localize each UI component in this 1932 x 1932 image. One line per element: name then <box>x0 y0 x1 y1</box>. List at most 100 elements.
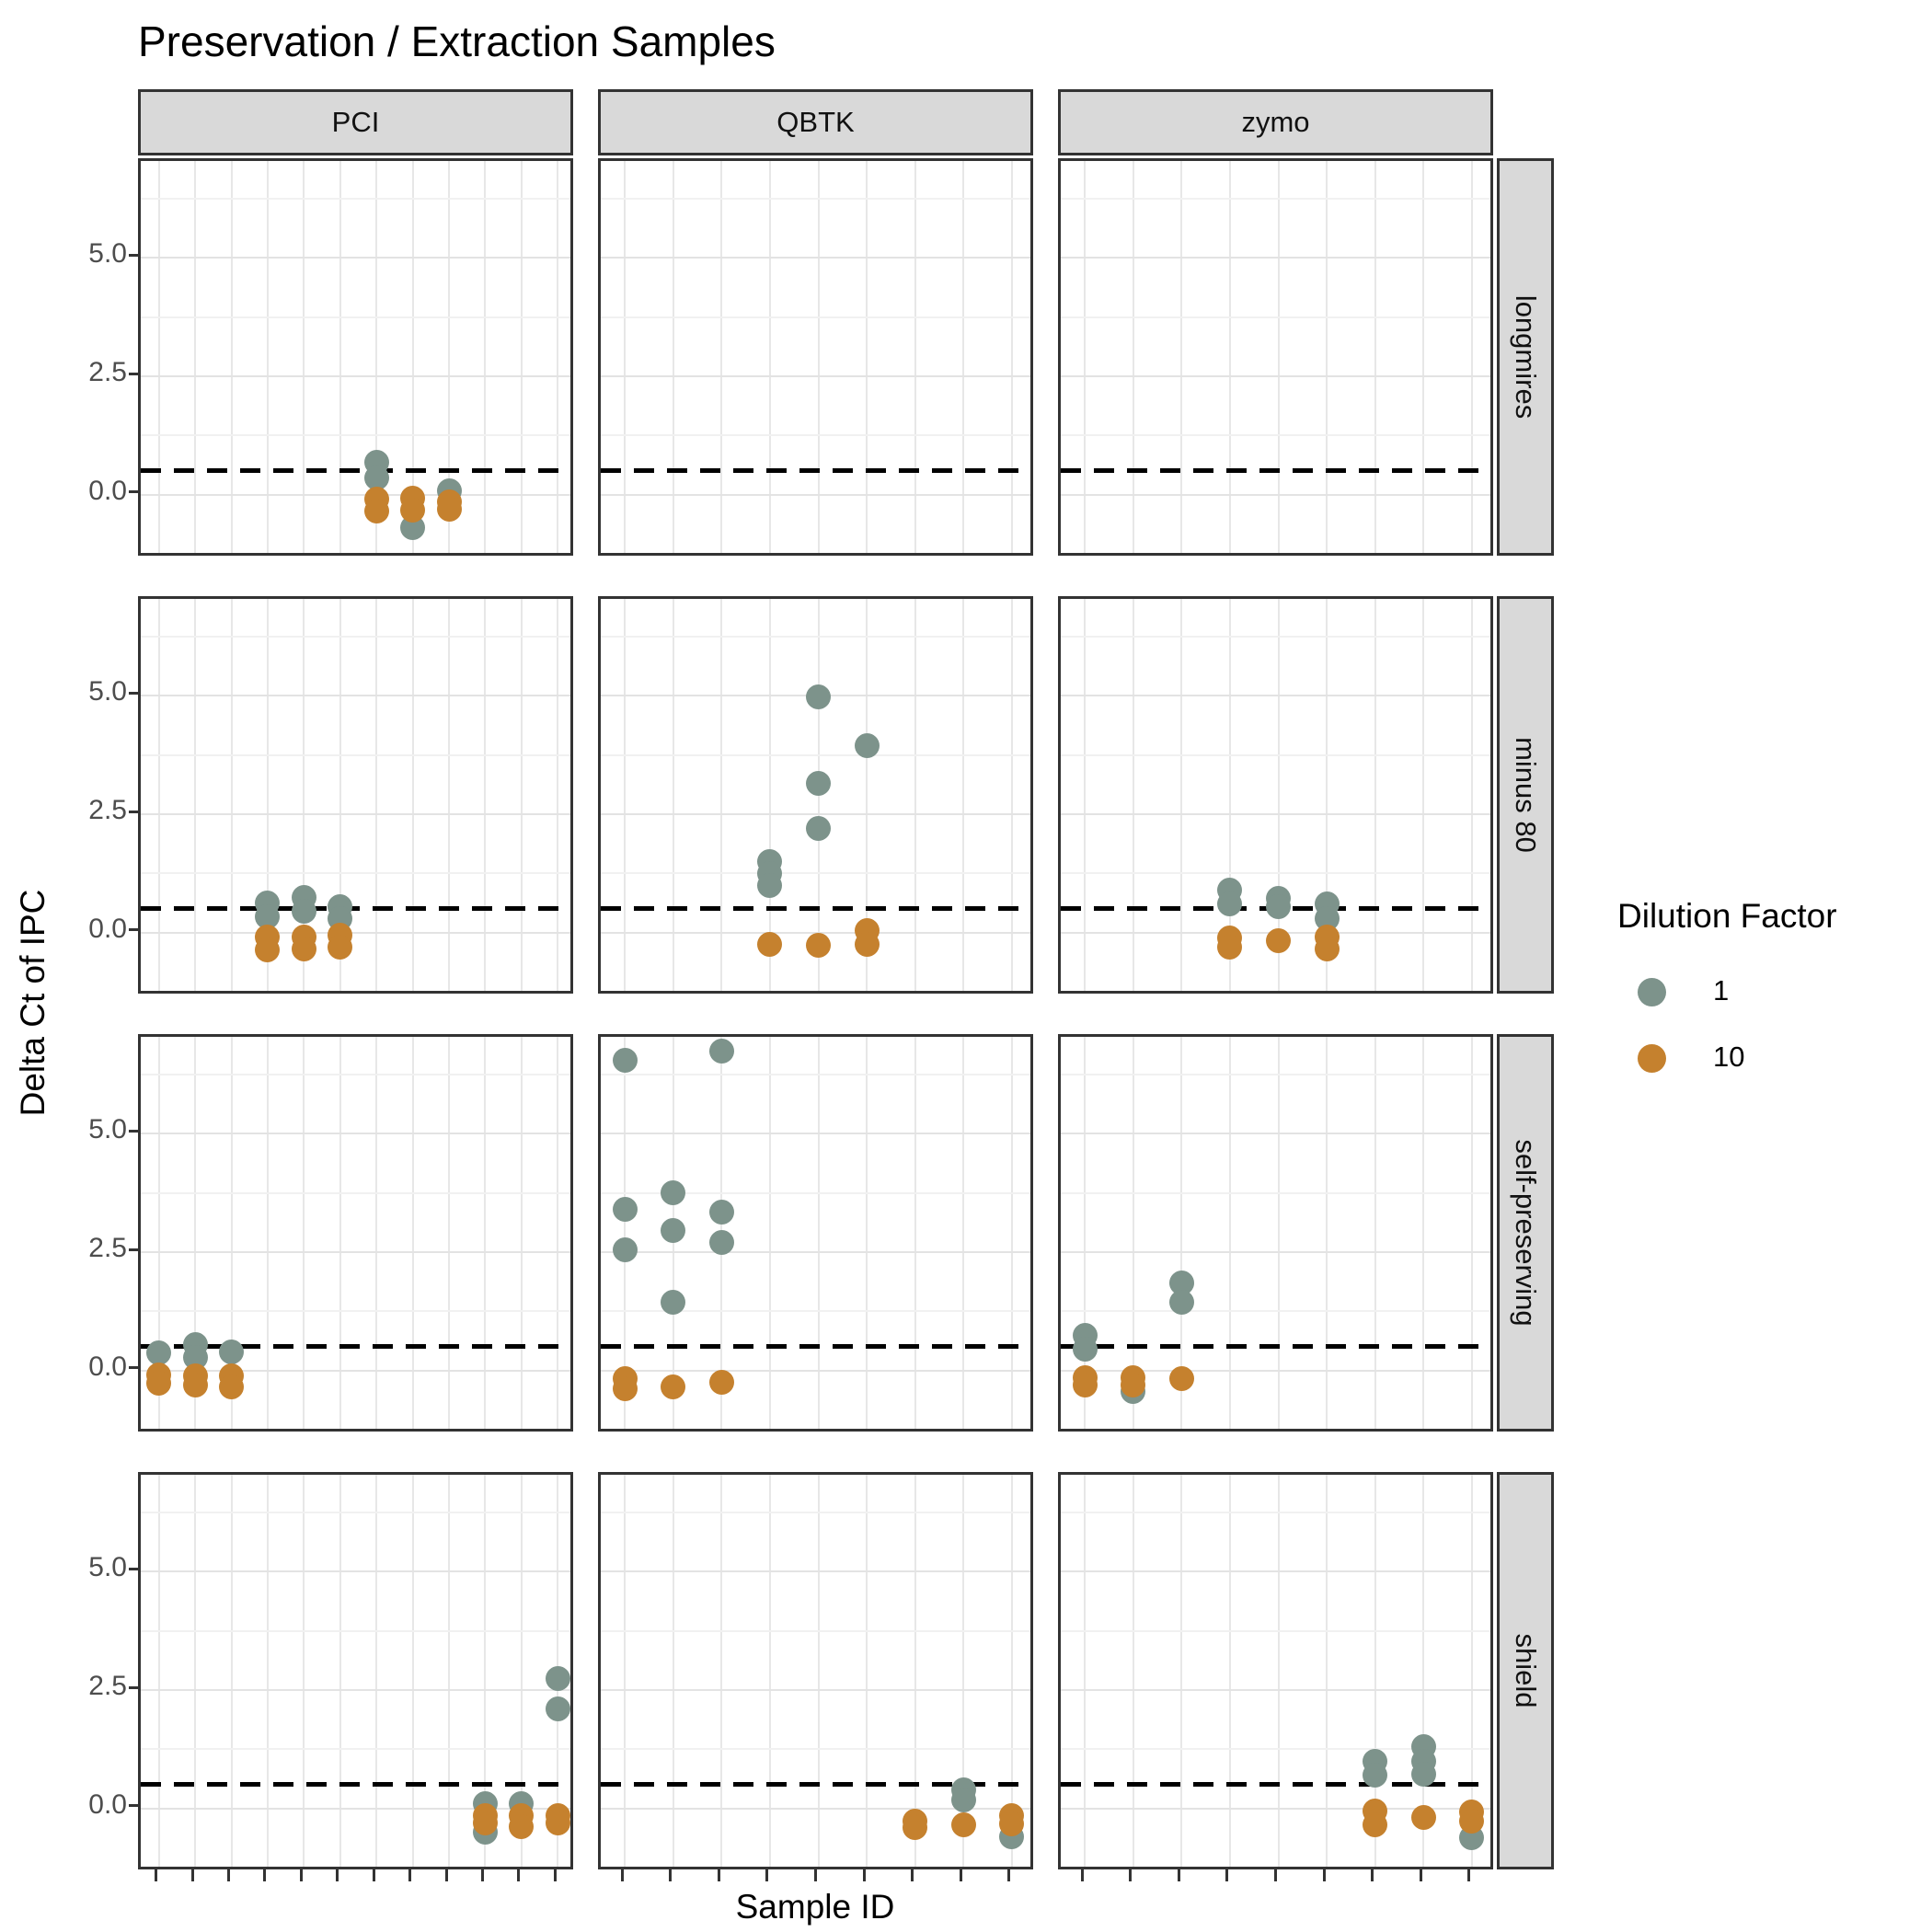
gridline <box>624 1037 627 1429</box>
gridline <box>672 161 674 553</box>
data-point <box>661 1218 686 1244</box>
gridline <box>484 1475 487 1867</box>
gridline <box>157 599 160 991</box>
facet-panel <box>598 596 1033 994</box>
data-point <box>1072 1336 1098 1362</box>
gridline <box>1470 1037 1473 1429</box>
gridline <box>375 1475 378 1867</box>
facet-row-strip: shield <box>1497 1472 1554 1869</box>
gridline <box>601 434 1030 437</box>
data-point <box>291 898 316 924</box>
gridline <box>962 1475 965 1867</box>
x-tick-mark <box>155 1869 158 1881</box>
gridline <box>601 753 1030 756</box>
y-tick-label: 5.0 <box>88 238 127 270</box>
gridline <box>141 1133 570 1135</box>
data-point <box>612 1048 638 1074</box>
gridline <box>601 1807 1030 1810</box>
gridline <box>601 931 1030 934</box>
gridline <box>1228 599 1231 991</box>
gridline <box>720 599 723 991</box>
data-point <box>708 1199 734 1225</box>
gridline <box>141 990 570 991</box>
gridline <box>484 599 487 991</box>
gridline <box>962 599 965 991</box>
gridline <box>601 316 1030 318</box>
gridline <box>1374 599 1376 991</box>
gridline <box>411 1475 414 1867</box>
gridline <box>484 1037 487 1429</box>
gridline <box>1061 1512 1490 1514</box>
gridline <box>1277 599 1280 991</box>
gridline <box>601 1748 1030 1751</box>
gridline <box>1061 1866 1490 1867</box>
data-point <box>1363 1763 1388 1788</box>
gridline <box>601 1428 1030 1429</box>
gridline <box>720 161 723 553</box>
data-point <box>1314 937 1340 962</box>
data-point <box>1121 1372 1146 1397</box>
gridline <box>141 434 570 437</box>
y-tick-mark <box>129 1567 138 1570</box>
data-point <box>708 1369 734 1395</box>
y-tick-label: 2.5 <box>88 1671 127 1701</box>
gridline <box>1180 1037 1183 1429</box>
gridline <box>1084 599 1087 991</box>
gridline <box>601 1866 1030 1867</box>
reference-dashed-line <box>1061 1782 1490 1788</box>
gridline <box>141 1369 570 1372</box>
data-point <box>950 1812 976 1838</box>
gridline <box>866 1475 868 1867</box>
gridline <box>230 1037 233 1429</box>
gridline <box>601 1251 1030 1253</box>
data-point <box>1410 1805 1436 1831</box>
facet-panel <box>138 1472 573 1869</box>
gridline <box>1470 599 1473 991</box>
facet-row-strip: self-preserving <box>1497 1034 1554 1432</box>
gridline <box>141 1807 570 1810</box>
data-point <box>328 934 353 960</box>
gridline <box>1326 161 1328 553</box>
gridline <box>484 161 487 553</box>
facet-row-label: longmires <box>1510 294 1542 420</box>
gridline <box>624 161 627 553</box>
x-tick-mark <box>553 1869 557 1881</box>
data-point <box>708 1230 734 1256</box>
gridline <box>448 599 451 991</box>
gridline <box>601 1629 1030 1632</box>
gridline <box>1061 753 1490 756</box>
data-point <box>1266 893 1291 919</box>
gridline <box>768 161 771 553</box>
data-point <box>903 1814 928 1840</box>
gridline <box>303 1475 305 1867</box>
gridline <box>720 1475 723 1867</box>
gridline <box>520 1475 523 1867</box>
gridline <box>914 161 916 553</box>
gridline <box>866 1037 868 1429</box>
gridline <box>601 1570 1030 1573</box>
data-point <box>255 937 281 962</box>
gridline <box>1277 1037 1280 1429</box>
gridline <box>601 1191 1030 1194</box>
gridline <box>339 599 341 991</box>
data-point <box>806 933 831 959</box>
gridline <box>141 257 570 259</box>
gridline <box>411 599 414 991</box>
gridline <box>557 1037 559 1429</box>
gridline <box>141 1570 570 1573</box>
x-tick-mark <box>862 1869 866 1881</box>
gridline <box>141 872 570 875</box>
gridline <box>1061 198 1490 201</box>
gridline <box>1061 813 1490 815</box>
x-tick-mark <box>1467 1869 1471 1881</box>
gridline <box>141 1310 570 1313</box>
gridline <box>624 599 627 991</box>
gridline <box>1228 1037 1231 1429</box>
y-tick-label: 5.0 <box>88 676 127 707</box>
data-point <box>806 815 831 841</box>
gridline <box>1228 161 1231 553</box>
gridline <box>157 1475 160 1867</box>
gridline <box>339 1475 341 1867</box>
x-tick-mark <box>299 1869 303 1881</box>
data-point <box>854 931 880 957</box>
